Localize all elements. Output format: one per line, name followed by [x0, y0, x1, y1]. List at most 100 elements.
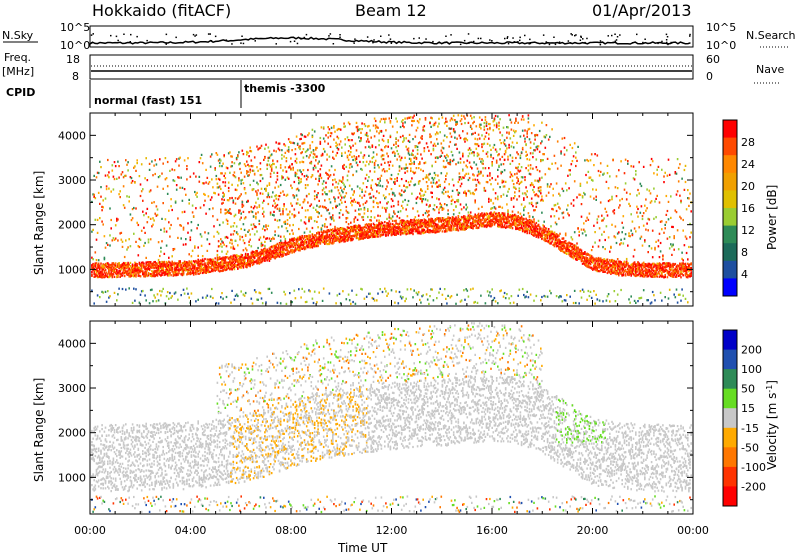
power-cell — [107, 243, 109, 246]
power-cell — [285, 241, 288, 245]
power-cell — [122, 269, 125, 272]
power-cell — [231, 256, 233, 259]
power-cell — [221, 172, 223, 175]
power-cell — [205, 168, 207, 171]
power-cell — [199, 261, 202, 264]
power-cell — [339, 128, 342, 131]
power-cell — [142, 271, 144, 274]
power-cell — [277, 198, 280, 201]
power-cell — [320, 176, 323, 180]
power-cell — [355, 293, 358, 296]
power-cell — [153, 294, 155, 297]
power-cell — [347, 223, 350, 226]
power-cell — [267, 156, 270, 159]
power-cell — [327, 239, 329, 242]
nsearch-point — [477, 37, 480, 40]
power-cell — [385, 290, 387, 293]
power-cell — [107, 262, 109, 265]
power-cell — [171, 262, 173, 265]
freq-unit-label: [MHz] — [2, 65, 34, 78]
power-cell — [170, 262, 172, 265]
power-cell — [259, 236, 262, 239]
power-cell — [352, 193, 354, 196]
power-cell — [352, 173, 354, 176]
power-cell — [169, 227, 171, 230]
power-cell — [332, 214, 334, 217]
power-cell — [96, 264, 99, 267]
power-cell — [441, 151, 444, 154]
power-cell — [163, 227, 166, 230]
power-cell — [214, 269, 216, 272]
power-cell — [173, 169, 176, 172]
power-cell — [105, 275, 108, 278]
power-cell — [161, 260, 163, 263]
power-cell — [337, 239, 340, 242]
power-cell — [264, 229, 266, 232]
power-cell — [252, 261, 255, 264]
power-cell — [320, 154, 323, 157]
power-cell — [181, 211, 184, 214]
power-cell — [275, 256, 277, 259]
power-cell — [95, 274, 98, 277]
power-cell — [104, 268, 107, 271]
power-cell — [126, 265, 128, 268]
power-cell — [126, 195, 128, 198]
power-cell — [416, 196, 419, 199]
power-cell — [278, 255, 281, 258]
power-cell — [138, 274, 141, 277]
power-cell — [313, 242, 316, 245]
power-cell — [264, 256, 266, 259]
power-cell — [396, 149, 398, 153]
power-cell — [338, 203, 341, 206]
power-cell — [321, 182, 324, 185]
power-cell — [313, 195, 316, 198]
power-cell — [390, 178, 393, 181]
power-cell — [253, 233, 256, 236]
power-cell — [156, 269, 159, 272]
power-cell — [156, 185, 159, 188]
power-cell — [411, 177, 413, 180]
power-cell — [264, 187, 266, 191]
power-cell — [253, 225, 256, 229]
power-cell — [320, 126, 323, 129]
power-cell — [347, 150, 350, 153]
power-cell — [312, 239, 315, 242]
power-cell — [334, 168, 336, 172]
power-cell — [256, 262, 258, 265]
power-cell — [207, 271, 210, 274]
power-cell — [347, 211, 350, 214]
power-cell — [345, 220, 348, 224]
power-cell — [390, 188, 393, 191]
nsearch-point — [512, 37, 514, 39]
power-cell — [283, 143, 285, 146]
power-cell — [134, 261, 136, 264]
power-cell — [263, 225, 265, 228]
power-cell — [397, 144, 400, 148]
nsearch-point — [661, 40, 663, 43]
power-cell — [175, 274, 178, 277]
power-cell — [248, 240, 250, 243]
power-cell — [436, 138, 438, 141]
power-cell — [446, 172, 448, 175]
power-cell — [387, 139, 389, 142]
power-cell — [344, 185, 346, 188]
power-cell — [239, 167, 241, 171]
power-cell — [269, 253, 272, 256]
nsearch-point — [241, 35, 243, 37]
power-cell — [269, 175, 272, 178]
power-cell — [146, 207, 149, 210]
power-cell — [318, 199, 320, 202]
power-cell — [316, 239, 318, 242]
power-cell — [128, 195, 130, 198]
power-cell — [398, 184, 401, 187]
power-cell — [282, 169, 284, 172]
power-cell — [233, 230, 236, 233]
power-cell — [298, 227, 300, 231]
power-cell — [93, 195, 95, 198]
power-cell — [130, 177, 133, 180]
power-cell — [229, 171, 231, 174]
power-cell — [197, 264, 199, 267]
power-cell — [187, 265, 189, 268]
power-cell — [255, 217, 257, 220]
power-cell — [273, 237, 275, 240]
